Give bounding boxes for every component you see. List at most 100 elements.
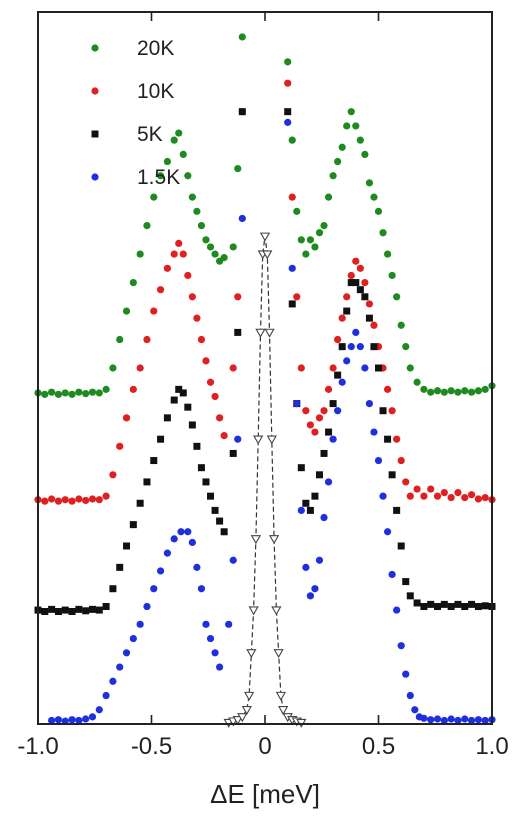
series-20k-point-37 — [293, 207, 301, 215]
series-10k-point-17 — [150, 307, 158, 315]
series-20k-point-71 — [467, 388, 476, 396]
series-10k-point-65 — [427, 485, 435, 493]
series-5k-point-36 — [288, 300, 296, 308]
series-5k-point-45 — [329, 400, 337, 408]
series-5k-point-23 — [184, 403, 192, 411]
series-20k-point-36 — [288, 136, 296, 144]
series-10k-point-38 — [297, 364, 305, 372]
series-1-5k-point-29 — [229, 556, 237, 564]
series-1-5k-point-13 — [136, 620, 144, 628]
series-5k-point-57 — [384, 435, 392, 443]
series-1-5k-point-42 — [329, 435, 337, 443]
series-5k-point-44 — [325, 428, 333, 436]
series-20k-point-34 — [238, 33, 246, 41]
series-5k-point-52 — [361, 293, 369, 301]
series-1-5k-point-35 — [297, 506, 305, 514]
series-5k-point-33 — [234, 328, 242, 336]
series-10k-point-30 — [216, 414, 224, 422]
series-20k-point-58 — [388, 271, 396, 280]
series-10k-point-72 — [474, 495, 482, 503]
series-20k-point-61 — [402, 343, 410, 351]
series-10k-point-31 — [220, 432, 228, 440]
series-1-5k-point-65 — [440, 716, 448, 725]
series-10k-point-46 — [334, 335, 342, 344]
series-20k-point-65 — [427, 388, 435, 396]
series-5k-point-49 — [347, 279, 355, 287]
series-5k-point-24 — [188, 421, 196, 429]
series-5k-point-72 — [474, 603, 482, 611]
series-resolution-point-18 — [273, 649, 284, 659]
series-20k-point-51 — [356, 136, 364, 144]
series-5k-point-54 — [370, 343, 378, 351]
series-10k-point-52 — [361, 278, 369, 287]
series-20k-point-29 — [211, 250, 219, 258]
series-1-5k — [48, 118, 496, 725]
series-20k-point-35 — [284, 58, 292, 66]
series-1-5k-point-18 — [170, 535, 178, 543]
chart-marks — [34, 33, 496, 728]
series-10k-point-19 — [163, 264, 171, 272]
series-1-5k-point-7 — [95, 706, 103, 714]
x-tick-label: 1.0 — [475, 733, 508, 760]
series-5k-point-2 — [48, 605, 56, 613]
series-1-5k-point-32 — [284, 118, 292, 126]
x-axis: -1.0 -0.5 0 0.5 1.0 — [17, 12, 509, 760]
series-1-5k-point-66 — [447, 715, 455, 723]
series-5k-point-38 — [297, 464, 305, 472]
series-10k-point-49 — [347, 271, 355, 280]
series-resolution-point-15 — [266, 435, 277, 445]
series-5k-point-46 — [334, 371, 342, 379]
series-5k-point-60 — [397, 542, 405, 550]
series-5k-point-14 — [129, 521, 137, 529]
series-10k-point-60 — [397, 456, 405, 465]
legend-marker — [91, 87, 99, 95]
series-5k-point-25 — [193, 442, 201, 450]
series-20k-point-40 — [306, 236, 314, 244]
series-resolution-point-16 — [268, 535, 280, 545]
series-20k-point-20 — [170, 136, 178, 144]
series-10k-point-5 — [68, 497, 76, 505]
series-10k-point-22 — [179, 250, 187, 258]
series-1-5k-point-14 — [143, 602, 151, 611]
legend: 20K 10K 5K 1.5K — [91, 37, 180, 189]
series-20k-point-67 — [440, 388, 448, 396]
series-20k-point-47 — [338, 143, 346, 151]
series-1-5k-point-21 — [188, 538, 196, 547]
series-1-5k-point-30 — [234, 435, 242, 443]
series-20k-point-70 — [461, 387, 469, 395]
series-20k-point-50 — [352, 122, 360, 130]
series-1-5k-point-71 — [481, 716, 489, 725]
series-5k-point-39 — [302, 499, 310, 507]
series-1-5k-point-9 — [109, 677, 117, 685]
series-10k-point-47 — [338, 314, 346, 322]
series-1-5k-point-43 — [334, 407, 342, 415]
series-1-5k-point-1 — [54, 716, 63, 724]
series-1-5k-point-6 — [88, 713, 97, 721]
series-10k-point-6 — [75, 495, 83, 503]
series-5k-point-66 — [434, 603, 442, 611]
series-10k-point-51 — [356, 264, 364, 272]
series-20k-point-19 — [163, 157, 171, 166]
series-20k-point-27 — [202, 236, 210, 244]
series-10k-point-3 — [54, 497, 63, 505]
series-10k-point-12 — [116, 442, 124, 450]
series-20k-point-38 — [297, 236, 305, 244]
series-20k-point-55 — [374, 207, 383, 215]
series-10k-point-63 — [413, 485, 421, 493]
series-5k-point-73 — [481, 602, 489, 610]
series-1-5k-point-60 — [411, 706, 419, 714]
series-20k-point-13 — [122, 307, 131, 315]
series-5k-point-53 — [365, 314, 373, 322]
series-20k-point-54 — [370, 193, 378, 201]
series-1-5k-point-37 — [306, 592, 314, 600]
series-10k-point-44 — [324, 385, 333, 393]
series-20k-point-5 — [68, 390, 76, 398]
series-resolution-point-14 — [264, 328, 275, 338]
series-1-5k-point-52 — [374, 456, 383, 465]
series-1-5k-point-27 — [216, 663, 224, 671]
series-10k-point-8 — [88, 495, 97, 503]
series-10k-point-21 — [175, 239, 183, 247]
series-5k-point-41 — [311, 492, 319, 500]
series-1-5k-point-53 — [379, 492, 387, 500]
series-5k-point-27 — [202, 478, 210, 486]
